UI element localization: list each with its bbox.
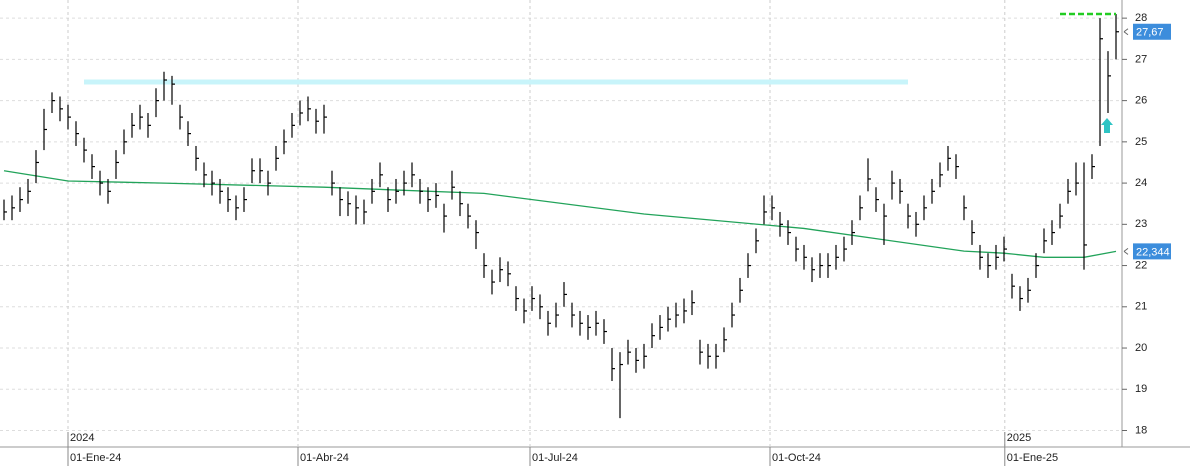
y-tick-label: 25 <box>1135 136 1147 148</box>
price-tag <box>1133 243 1171 260</box>
x-tick-label: 01-Ene-24 <box>70 452 121 464</box>
y-tick-label: 20 <box>1135 342 1147 354</box>
price-tag <box>1133 23 1171 40</box>
price-pointer <box>1123 247 1129 255</box>
y-tick-label: 27 <box>1135 53 1147 65</box>
moving-average <box>3 170 1117 258</box>
signal-arrow <box>1101 118 1113 133</box>
y-tick-label: 18 <box>1135 424 1147 436</box>
price-tag-label: 22,344 <box>1136 246 1170 258</box>
price-pointer <box>1123 28 1129 36</box>
price-tag-label: 27,67 <box>1136 27 1164 39</box>
x-tick-label: 01-Ene-25 <box>1007 452 1058 464</box>
y-tick-label: 22 <box>1135 259 1147 271</box>
y-tick-label: 24 <box>1135 177 1147 189</box>
y-tick-label: 23 <box>1135 218 1147 230</box>
x-tick-label: 01-Abr-24 <box>300 452 349 464</box>
y-tick-label: 19 <box>1135 383 1147 395</box>
x-tick-label: 01-Oct-24 <box>772 452 821 464</box>
y-tick-label: 21 <box>1135 301 1147 313</box>
year-label: 2024 <box>70 432 94 444</box>
y-tick-label: 28 <box>1135 12 1147 24</box>
y-tick-label: 26 <box>1135 95 1147 107</box>
year-label: 2025 <box>1007 432 1031 444</box>
x-tick-label: 01-Jul-24 <box>532 452 578 464</box>
